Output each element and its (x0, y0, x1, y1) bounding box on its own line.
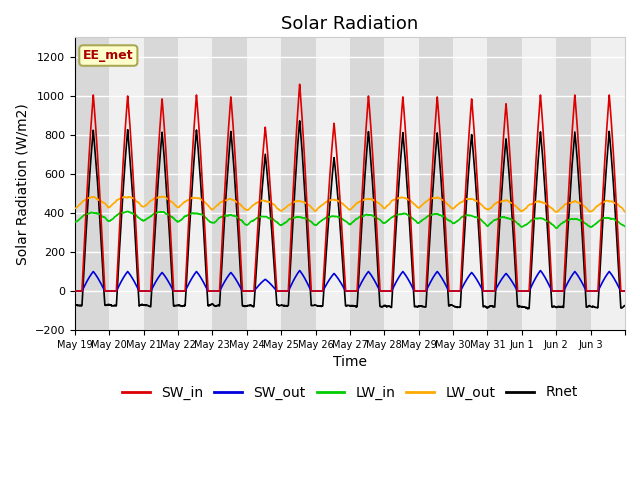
LW_out (552, 209, 560, 215)
Rnet (427, 220, 435, 226)
SW_out (166, 281, 173, 287)
X-axis label: Time: Time (333, 355, 367, 369)
Rnet (71, 301, 79, 307)
Bar (281, 37, 316, 330)
SW_out (296, 268, 303, 274)
Bar (75, 37, 109, 330)
SW_out (477, 285, 485, 291)
SW_out (71, 288, 79, 294)
Line: Rnet: Rnet (75, 121, 625, 309)
LW_in (166, 213, 173, 218)
LW_in (502, 215, 509, 221)
LW_out (621, 209, 629, 215)
Line: SW_in: SW_in (75, 84, 625, 291)
Bar (556, 37, 591, 330)
SW_in (438, 159, 445, 165)
SW_out (427, 279, 435, 285)
SW_out (502, 271, 509, 276)
LW_out (502, 198, 509, 204)
LW_out (71, 205, 79, 211)
LW_in (621, 224, 629, 229)
Text: EE_met: EE_met (83, 49, 134, 62)
SW_in (71, 288, 79, 294)
SW_in (166, 210, 173, 216)
Bar (212, 37, 247, 330)
LW_out (157, 193, 165, 199)
Rnet (502, 139, 509, 144)
Line: LW_in: LW_in (75, 211, 625, 228)
LW_in (552, 225, 560, 231)
Title: Solar Radiation: Solar Radiation (281, 15, 419, 33)
LW_in (438, 213, 445, 219)
Rnet (296, 118, 303, 124)
Rnet (477, 276, 485, 281)
LW_in (493, 216, 501, 222)
SW_in (621, 288, 629, 294)
SW_in (427, 194, 435, 200)
Rnet (524, 306, 532, 312)
LW_out (166, 198, 173, 204)
Line: LW_out: LW_out (75, 196, 625, 212)
Bar (419, 37, 453, 330)
SW_out (493, 283, 501, 289)
Rnet (493, 256, 501, 262)
LW_out (493, 199, 501, 205)
SW_in (493, 234, 501, 240)
Legend: SW_in, SW_out, LW_in, LW_out, Rnet: SW_in, SW_out, LW_in, LW_out, Rnet (116, 380, 583, 405)
Rnet (438, 189, 445, 194)
LW_in (477, 217, 485, 223)
Y-axis label: Solar Radiation (W/m2): Solar Radiation (W/m2) (15, 103, 29, 264)
SW_in (502, 104, 509, 110)
SW_in (296, 82, 303, 87)
LW_in (71, 218, 79, 224)
LW_in (124, 208, 131, 214)
Rnet (166, 232, 173, 238)
SW_in (477, 257, 485, 263)
LW_in (427, 212, 435, 218)
LW_out (438, 197, 445, 203)
Bar (143, 37, 178, 330)
SW_out (438, 275, 445, 281)
LW_out (477, 202, 485, 207)
Line: SW_out: SW_out (75, 271, 625, 291)
Bar (350, 37, 384, 330)
Bar (488, 37, 522, 330)
SW_out (621, 288, 629, 294)
LW_out (427, 195, 435, 201)
Rnet (621, 303, 629, 309)
